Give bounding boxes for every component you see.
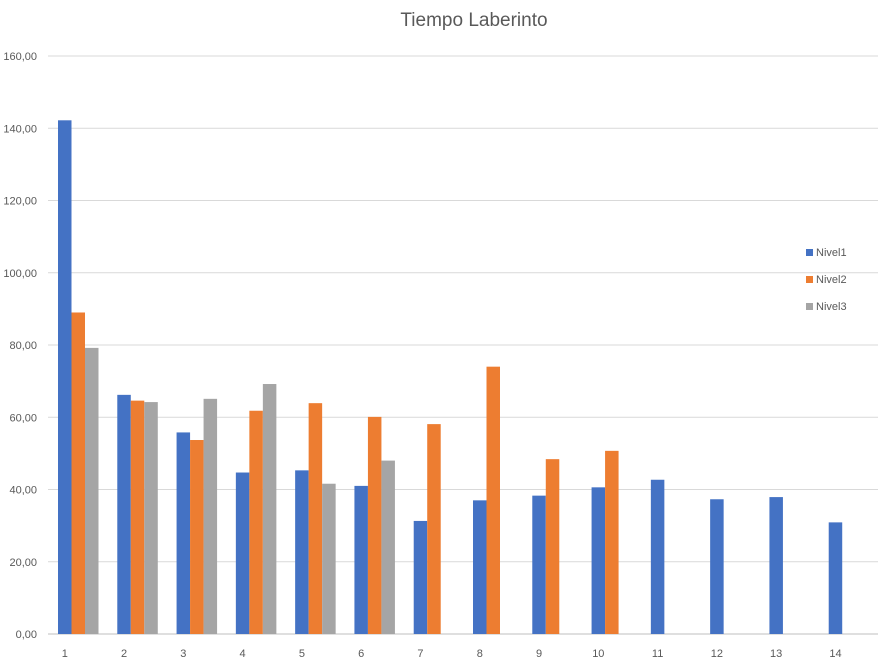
bar-nivel1-2: [117, 394, 131, 634]
x-tick-label: 5: [299, 648, 305, 660]
bar-nivel3-1: [85, 347, 99, 634]
legend-label-nivel1: Nivel1: [816, 247, 847, 259]
x-tick-label: 14: [829, 648, 841, 660]
x-tick-label: 3: [180, 648, 186, 660]
legend-swatch-nivel1: [806, 249, 813, 256]
bar-nivel1-12: [710, 499, 724, 634]
bar-nivel1-14: [828, 522, 843, 634]
x-tick-label: 12: [711, 648, 723, 660]
y-tick-label: 40,00: [9, 485, 37, 497]
y-tick-label: 100,00: [3, 268, 37, 280]
bar-nivel1-13: [769, 497, 783, 634]
bar-nivel3-4: [262, 384, 277, 634]
y-tick-label: 140,00: [3, 123, 37, 135]
bar-nivel2-1: [71, 312, 85, 634]
bar-nivel2-5: [308, 403, 323, 634]
x-tick-label: 9: [536, 648, 542, 660]
x-tick-label: 8: [477, 648, 483, 660]
bar-nivel1-5: [295, 470, 309, 634]
y-tick-label: 60,00: [9, 412, 37, 424]
bar-nivel1-4: [235, 472, 250, 634]
legend-swatch-nivel3: [806, 303, 813, 310]
y-axis: 0,00 20,00 40,00 60,00 80,00 100,00 120,00 140,…: [3, 51, 37, 641]
bar-nivel3-2: [144, 402, 158, 634]
bar-nivel1-10: [591, 487, 606, 634]
y-tick-label: 160,00: [3, 51, 37, 63]
bar-nivel2-7: [427, 424, 441, 634]
bar-nivel2-9: [545, 459, 560, 634]
bar-nivel2-10: [605, 450, 619, 634]
bar-nivel1-8: [473, 500, 487, 634]
y-tick-label: 80,00: [9, 340, 37, 352]
legend-label-nivel3: Nivel3: [816, 301, 847, 313]
x-axis: 1 2 3 4 5 6 7 8 9 10 11 12 13 14: [62, 648, 842, 660]
legend: Nivel1 Nivel2 Nivel3: [806, 247, 847, 313]
bar-nivel2-4: [249, 410, 263, 634]
legend-label-nivel2: Nivel2: [816, 274, 847, 286]
x-tick-label: 6: [358, 648, 364, 660]
y-tick-label: 120,00: [3, 196, 37, 208]
bar-nivel1-6: [354, 485, 368, 634]
x-tick-label: 7: [417, 648, 423, 660]
bar-nivel3-5: [322, 483, 336, 634]
legend-swatch-nivel2: [806, 276, 813, 283]
bar-nivel1-9: [532, 495, 546, 634]
bar-nivel1-3: [176, 432, 191, 634]
bar-nivel1-11: [650, 479, 665, 634]
y-tick-label: 20,00: [9, 557, 37, 569]
bar-nivel2-3: [190, 440, 204, 634]
x-tick-label: 11: [652, 648, 663, 660]
x-tick-label: 13: [770, 648, 782, 660]
bars: [58, 120, 843, 635]
bar-nivel2-2: [130, 400, 145, 634]
chart-title: Tiempo Laberinto: [400, 10, 548, 31]
bar-nivel3-6: [381, 460, 395, 634]
bar-nivel2-6: [367, 416, 382, 634]
x-tick-label: 2: [121, 648, 127, 660]
bar-nivel2-8: [486, 366, 500, 634]
bar-nivel1-1: [58, 120, 72, 635]
bar-nivel3-3: [203, 398, 218, 634]
x-tick-label: 10: [592, 648, 604, 660]
bar-nivel1-7: [413, 520, 428, 634]
x-tick-label: 4: [240, 648, 246, 660]
x-tick-label: 1: [62, 648, 68, 660]
y-tick-label: 0,00: [16, 629, 37, 641]
gridlines: [48, 55, 878, 635]
